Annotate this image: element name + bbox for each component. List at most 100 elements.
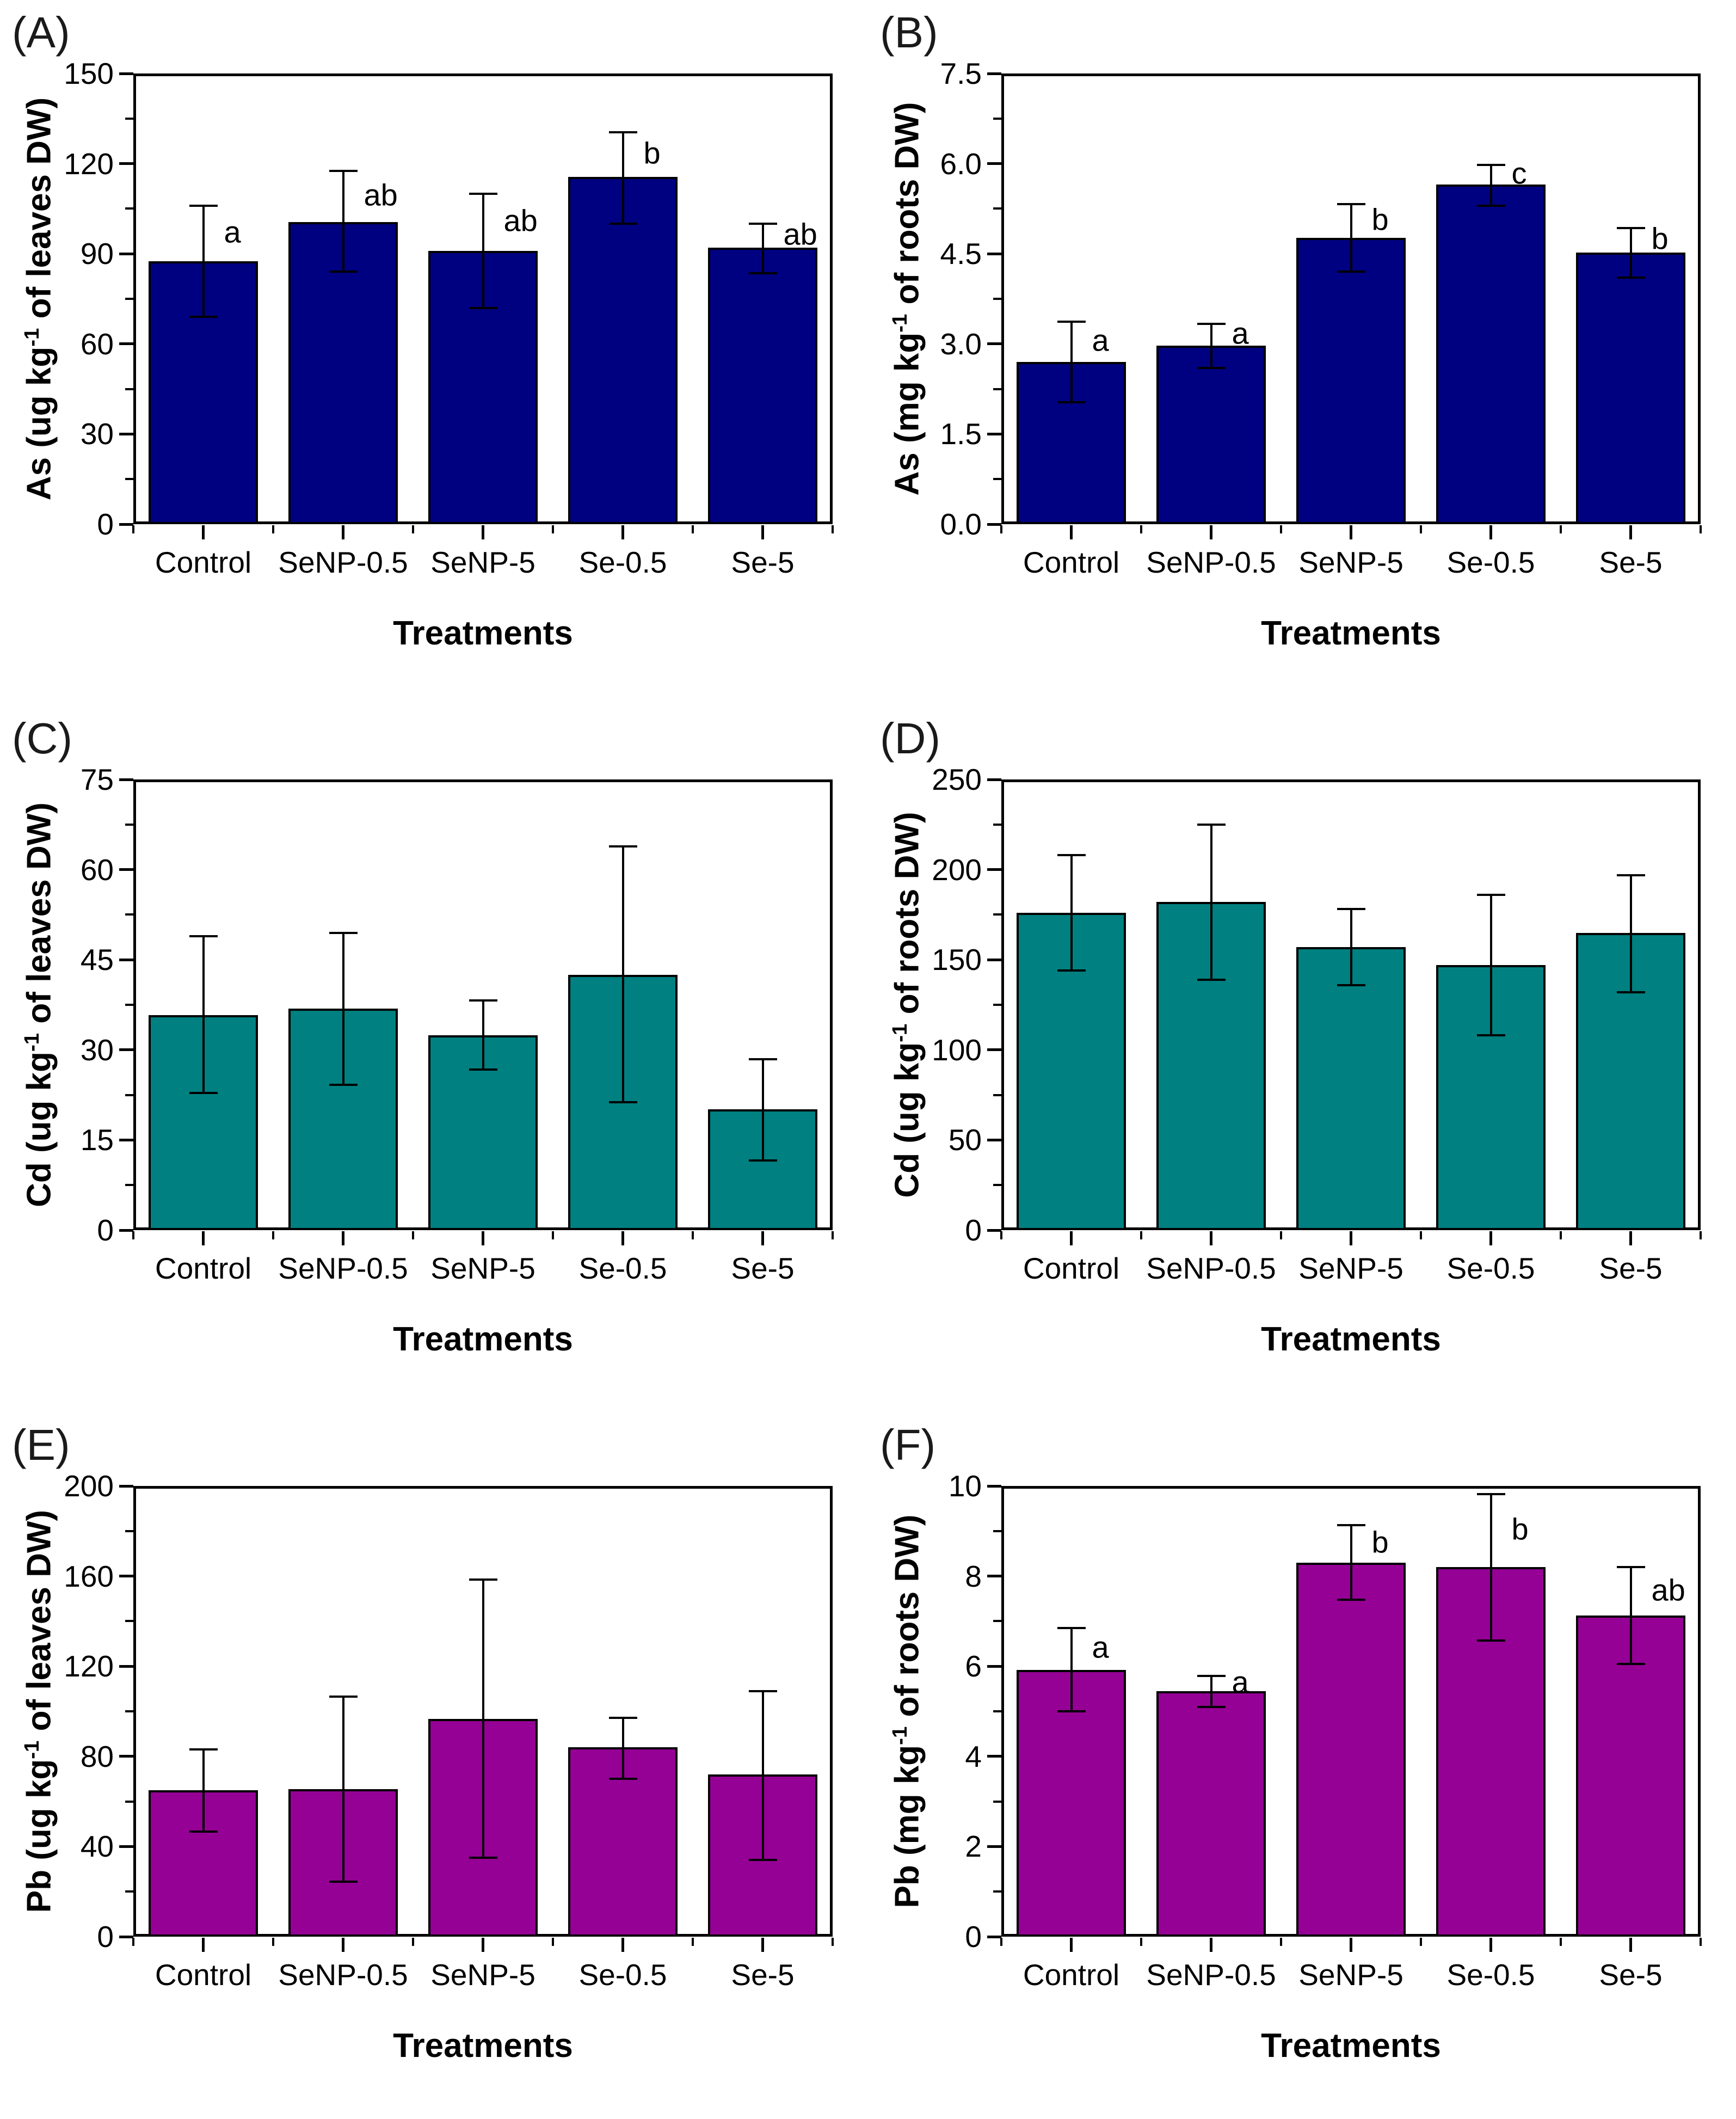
x-category-label: SeNP-5 (430, 1958, 535, 1992)
error-bar-cap (1337, 202, 1365, 205)
error-bar-cap (189, 204, 218, 207)
y-minor-tick (125, 823, 133, 826)
error-bar-cap (329, 1880, 358, 1883)
x-major-tick (1070, 1231, 1073, 1245)
error-bar-cap (608, 1717, 637, 1719)
error-bar-cap (189, 316, 218, 318)
error-bar-line (1210, 324, 1212, 368)
x-major-tick (202, 525, 205, 539)
x-minor-tick (1280, 1938, 1282, 1946)
x-major-tick (1350, 1231, 1352, 1245)
x-minor-tick (692, 525, 694, 533)
x-major-tick (621, 525, 624, 539)
sig-letter: ab (503, 203, 538, 238)
y-axis-title-part: of leaves DW) (20, 802, 58, 1033)
y-major-tick (119, 1845, 133, 1848)
y-axis-title: Pb (mg kg-1 of roots DW) (888, 1515, 927, 1908)
error-bar-cap (1057, 401, 1086, 403)
x-minor-tick (412, 525, 414, 533)
error-bar-line (1489, 894, 1492, 1036)
error-bar-cap (1337, 1599, 1365, 1601)
x-axis-title: Treatments (393, 1320, 573, 1358)
x-category-label: Se-0.5 (1446, 1251, 1535, 1285)
x-major-tick (761, 1938, 764, 1952)
y-axis-title-part: of leaves DW) (20, 97, 58, 328)
x-major-tick (1489, 1938, 1492, 1952)
y-tick-label: 0 (965, 1920, 982, 1954)
x-category-label: Control (155, 1958, 252, 1992)
y-axis-title-part: -1 (20, 1033, 44, 1052)
y-major-tick (119, 868, 133, 871)
y-minor-tick (125, 1800, 133, 1803)
y-minor-tick (125, 117, 133, 120)
x-category-label: Se-0.5 (1446, 545, 1535, 579)
sig-letter: a (1232, 1665, 1249, 1699)
y-tick-label: 0 (965, 1213, 982, 1247)
y-major-tick (987, 868, 1001, 871)
bar-Se-0.5 (1436, 185, 1546, 524)
error-bar-cap (608, 1778, 637, 1780)
error-bar-line (342, 171, 344, 272)
y-tick-label: 10 (948, 1469, 982, 1503)
x-major-tick (1629, 1231, 1632, 1245)
error-bar-line (621, 1718, 624, 1779)
y-major-tick (987, 958, 1001, 961)
x-minor-tick (1560, 1231, 1562, 1239)
error-bar-cap (748, 1058, 777, 1061)
error-bar-cap (748, 223, 777, 225)
y-major-tick (987, 523, 1001, 526)
x-axis-title: Treatments (1261, 2027, 1441, 2065)
x-minor-tick (412, 1938, 414, 1946)
y-tick-label: 60 (80, 327, 114, 361)
error-bar-cap (329, 1696, 358, 1698)
y-tick-label: 50 (948, 1123, 982, 1157)
panel-letter: (F) (880, 1421, 936, 1469)
y-tick-label: 120 (64, 1649, 114, 1684)
bar-Se-5 (708, 248, 817, 524)
x-minor-tick (1000, 525, 1002, 533)
y-minor-tick (993, 1800, 1001, 1803)
x-category-label: SeNP-0.5 (278, 1958, 408, 1992)
y-minor-tick (125, 207, 133, 210)
y-major-tick (119, 1755, 133, 1758)
x-minor-tick (132, 1938, 134, 1946)
sig-letter: c (1511, 156, 1527, 191)
error-bar-cap (608, 1101, 637, 1103)
panel-letter: (E) (12, 1421, 70, 1469)
x-major-tick (621, 1938, 624, 1952)
error-bar-line (1629, 1567, 1632, 1665)
error-bar-line (761, 1691, 764, 1860)
y-major-tick (119, 162, 133, 165)
x-minor-tick (1700, 525, 1702, 533)
y-tick-label: 8 (965, 1559, 982, 1593)
y-tick-label: 100 (932, 1033, 982, 1067)
x-minor-tick (1280, 525, 1282, 533)
x-category-label: Se-0.5 (578, 1251, 667, 1285)
y-minor-tick (993, 1184, 1001, 1187)
x-major-tick (202, 1231, 205, 1245)
error-bar-cap (469, 999, 497, 1002)
error-bar-cap (1057, 969, 1086, 972)
y-minor-tick (993, 298, 1001, 300)
y-tick-label: 200 (64, 1469, 114, 1503)
y-tick-label: 15 (80, 1123, 114, 1157)
x-category-label: SeNP-0.5 (278, 1251, 408, 1285)
y-tick-label: 40 (80, 1829, 114, 1864)
y-major-tick (119, 432, 133, 435)
error-bar-cap (748, 272, 777, 275)
error-bar-cap (1476, 204, 1505, 207)
x-category-label: SeNP-0.5 (1146, 1958, 1276, 1992)
x-minor-tick (272, 1231, 274, 1239)
error-bar-cap (1197, 978, 1226, 981)
x-minor-tick (1700, 1938, 1702, 1946)
error-bar-cap (1476, 163, 1505, 166)
y-tick-label: 160 (64, 1559, 114, 1593)
x-minor-tick (832, 1938, 834, 1946)
y-major-tick (119, 1138, 133, 1141)
y-axis-title-part: of roots DW) (888, 102, 926, 314)
y-tick-label: 75 (80, 763, 114, 796)
error-bar-line (202, 936, 205, 1094)
y-axis-title: As (ug kg-1 of leaves DW) (20, 97, 59, 500)
chart-panel-B: (B) 0.0 1.5 3.0 4.5 6.0 7.5 a Control a SeNP-0.5 b S… (868, 0, 1736, 706)
sig-letter: b (1371, 1525, 1389, 1559)
